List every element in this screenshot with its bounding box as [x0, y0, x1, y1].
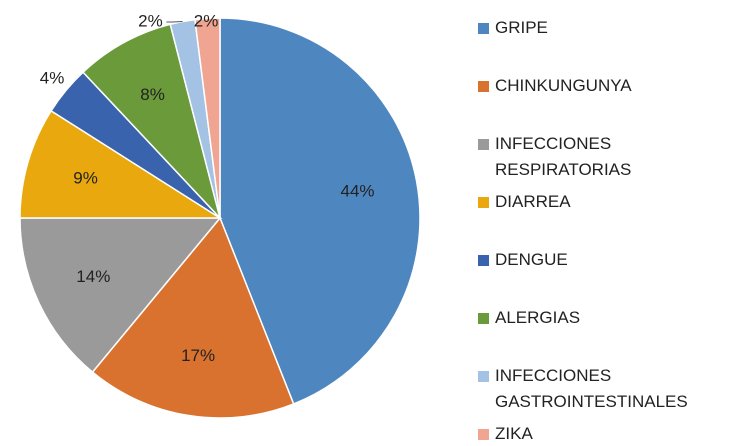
legend-swatch [478, 23, 489, 34]
pie-slice [19, 217, 222, 374]
pie-slice [91, 216, 295, 419]
legend-label: GRIPE [495, 18, 548, 37]
pie-slice [219, 17, 421, 405]
legend-label: DIARREA [495, 192, 571, 211]
data-label: 44% [341, 181, 375, 200]
legend-label: ALERGIAS [495, 308, 581, 327]
legend-swatch [478, 255, 489, 266]
legend-item: DIARREA [478, 189, 740, 215]
legend-item: INFECCIONES GASTROINTESTINALES [478, 363, 740, 415]
legend-swatch [478, 197, 489, 208]
data-label: 14% [76, 267, 110, 286]
data-label: 4% [40, 69, 65, 88]
pie-slice [82, 23, 221, 219]
legend-item: ALERGIAS [478, 305, 740, 331]
legend-label: INFECCIONES RESPIRATORIAS [495, 134, 632, 179]
pie-slice [194, 17, 221, 219]
data-label: 9% [73, 168, 98, 187]
legend-swatch [478, 371, 489, 382]
legend-swatch [478, 313, 489, 324]
legend-item: ZIKA [478, 421, 740, 446]
legend-swatch [478, 429, 489, 440]
legend-item: GRIPE [478, 15, 740, 41]
pie-slice [19, 109, 223, 219]
legend-label: CHINKUNGUNYA [495, 76, 632, 95]
data-label: 2% [194, 11, 219, 30]
legend-item: DENGUE [478, 247, 740, 273]
data-label: 17% [181, 346, 215, 365]
legend-label: INFECCIONES GASTROINTESTINALES [495, 366, 688, 411]
data-label: 8% [140, 85, 165, 104]
legend-swatch [478, 139, 489, 150]
legend-swatch [478, 81, 489, 92]
legend-item: INFECCIONES RESPIRATORIAS [478, 131, 740, 183]
legend-item: CHINKUNGUNYA [478, 73, 740, 99]
data-label: 2% [138, 11, 163, 30]
legend-label: DENGUE [495, 250, 568, 269]
legend-label: ZIKA [495, 424, 533, 443]
